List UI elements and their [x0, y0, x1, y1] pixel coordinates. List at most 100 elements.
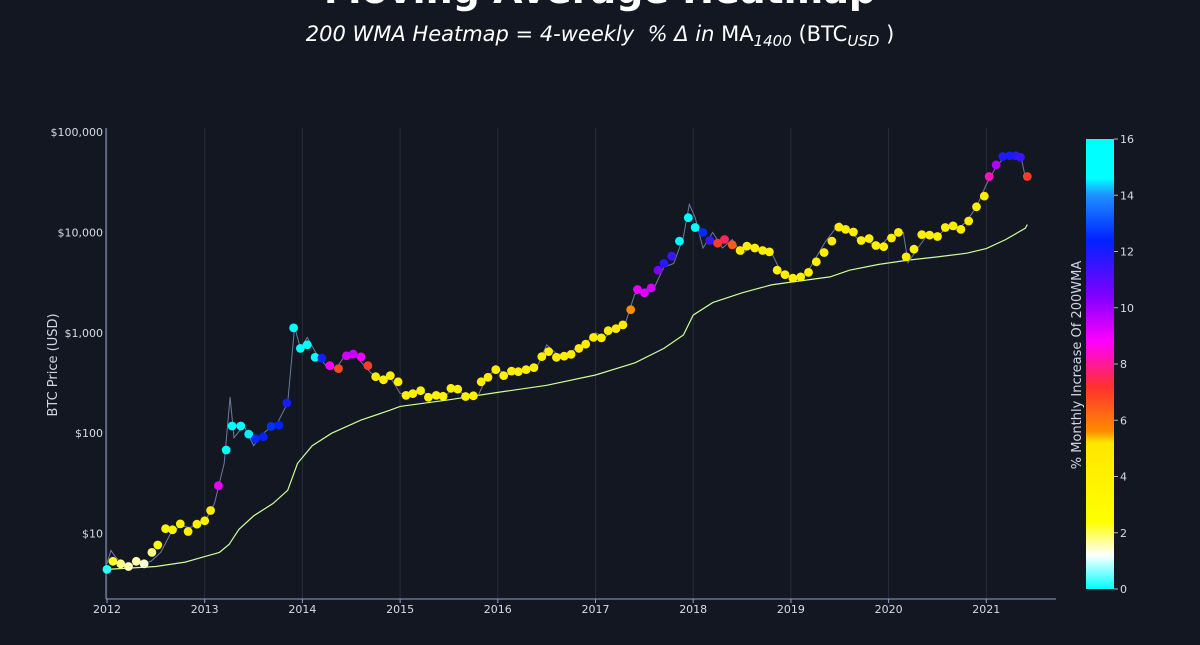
colorbar-tick-label-6: 6 [1120, 414, 1127, 427]
heatmap-point-2 [116, 559, 126, 569]
x-tick-label-2018: 2018 [679, 603, 707, 616]
heatmap-point-99 [841, 225, 850, 234]
heatmap-point-3 [124, 562, 133, 571]
heatmap-point-104 [879, 242, 889, 252]
subtitle-btc: (BTC [798, 22, 848, 46]
x-tick-label-2017: 2017 [582, 603, 610, 616]
heatmap-point-88 [758, 246, 767, 255]
heatmap-point-100 [849, 227, 858, 237]
heatmap-point-13 [200, 516, 210, 526]
heatmap-point-20 [251, 434, 260, 444]
heatmap-point-107 [901, 252, 911, 262]
heatmap-point-25 [289, 323, 298, 333]
heatmap-point-105 [887, 233, 896, 243]
grid-lines [106, 128, 987, 599]
heatmap-point-118 [984, 172, 994, 181]
x-tick-label-2020: 2020 [875, 603, 903, 616]
heatmap-point-106 [894, 228, 903, 237]
heatmap-point-27 [302, 340, 312, 350]
colorbar-tick-label-4: 4 [1120, 471, 1127, 484]
heatmap-point-110 [925, 230, 934, 240]
heatmap-point-87 [750, 243, 760, 253]
heatmap-point-69 [618, 320, 628, 330]
heatmap-point-85 [735, 246, 745, 255]
subtitle-usd-subscript: USD [847, 32, 880, 50]
heatmap-point-93 [796, 272, 806, 282]
chart-title: Moving Average Heatmap [0, 0, 1200, 12]
heatmap-point-30 [325, 361, 335, 371]
x-tick-label-2015: 2015 [386, 603, 414, 616]
heatmap-point-36 [371, 372, 381, 382]
subtitle-ma-subscript: 1400 [753, 32, 792, 50]
heatmap-point-7 [153, 540, 163, 550]
x-tick-label-2012: 2012 [93, 603, 121, 616]
heatmap-point-98 [834, 222, 844, 232]
colorbar-tick-label-14: 14 [1120, 189, 1134, 202]
heatmap-point-67 [603, 326, 613, 336]
heatmap-point-21 [258, 432, 268, 442]
heatmap-point-43 [424, 392, 433, 402]
heatmap-point-94 [804, 268, 813, 277]
heatmap-point-66 [597, 333, 606, 343]
heatmap-point-81 [705, 236, 715, 245]
heatmap-point-34 [356, 352, 366, 362]
heatmap-point-16 [221, 445, 231, 455]
heatmap-point-82 [713, 238, 722, 248]
heatmap-point-80 [698, 228, 708, 237]
y-axis-label: BTC Price (USD) [46, 313, 61, 416]
heatmap-point-28 [310, 352, 320, 362]
heatmap-point-83 [720, 235, 729, 244]
heatmap-point-114 [956, 225, 966, 234]
heatmap-point-53 [499, 371, 509, 380]
heatmap-point-29 [317, 353, 327, 363]
heatmap-point-57 [529, 363, 539, 372]
colorbar-tick-label-12: 12 [1120, 246, 1134, 259]
heatmap-point-108 [909, 244, 919, 254]
heatmap-point-70 [626, 305, 636, 315]
heatmap-point-92 [788, 273, 798, 283]
heatmap-point-50 [476, 377, 486, 387]
heatmap-point-4 [131, 556, 141, 566]
heatmap-point-101 [856, 236, 866, 245]
y-tick-label-10000: $10,000 [58, 226, 104, 239]
heatmap-point-46 [446, 383, 456, 393]
chart-subtitle: 200 WMA Heatmap = 4-weekly % Δ in MA1400… [0, 22, 1200, 50]
heatmap-point-26 [296, 344, 305, 353]
heatmap-point-5 [139, 559, 149, 569]
colorbar-label: % Monthly Increase Of 200WMA [1070, 261, 1085, 470]
heatmap-point-116 [972, 202, 981, 212]
heatmap-point-24 [282, 398, 292, 408]
heatmap-point-22 [266, 422, 276, 431]
heatmap-point-59 [544, 347, 553, 356]
heatmap-point-32 [342, 351, 351, 361]
heatmap-point-18 [236, 421, 246, 431]
subtitle-percent-delta: % Δ [647, 22, 689, 46]
heatmap-point-79 [690, 223, 700, 232]
heatmap-point-123 [1016, 152, 1025, 162]
heatmap-point-60 [552, 352, 561, 362]
heatmap-point-112 [940, 223, 950, 232]
heatmap-point-63 [574, 344, 584, 353]
heatmap-point-14 [206, 506, 216, 515]
heatmap-point-37 [379, 375, 388, 385]
heatmap-point-74 [653, 265, 663, 275]
heatmap-point-11 [183, 527, 193, 536]
x-tick-label-2014: 2014 [288, 603, 316, 616]
heatmap-point-91 [780, 270, 790, 279]
heatmap-point-115 [964, 216, 974, 226]
heatmap-point-23 [274, 420, 284, 430]
heatmap-points [102, 151, 1032, 574]
heatmap-point-54 [507, 366, 516, 376]
colorbar-gradient [1086, 139, 1114, 589]
colorbar-tick-label-2: 2 [1120, 527, 1127, 540]
price-line [106, 153, 1028, 566]
y-tick-label-100000: $100,000 [51, 126, 104, 139]
heatmap-point-111 [933, 232, 942, 241]
heatmap-point-97 [827, 236, 837, 246]
heatmap-point-10 [175, 519, 185, 529]
x-tick-label-2016: 2016 [484, 603, 512, 616]
heatmap-point-72 [640, 288, 649, 298]
heatmap-point-6 [147, 548, 157, 557]
subtitle-close: ) [886, 22, 895, 46]
heatmap-point-119 [991, 160, 1001, 170]
